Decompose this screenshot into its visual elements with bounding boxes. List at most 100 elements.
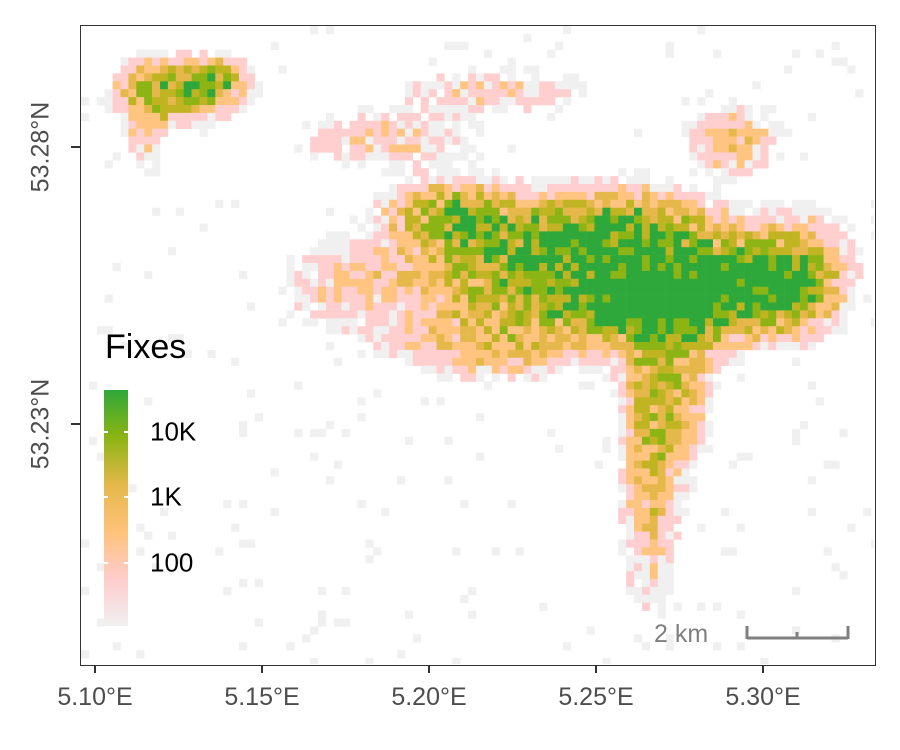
heat-cell bbox=[626, 334, 635, 343]
heat-cell bbox=[160, 49, 169, 58]
heat-cell bbox=[792, 49, 801, 58]
heat-cell bbox=[523, 199, 532, 208]
heat-cell bbox=[444, 128, 453, 137]
heat-cell bbox=[515, 278, 524, 287]
heat-cell bbox=[531, 215, 540, 224]
heat-cell bbox=[634, 349, 643, 359]
heat-cell bbox=[397, 255, 406, 264]
heat-cell bbox=[341, 263, 350, 272]
heat-cell bbox=[381, 349, 390, 359]
heat-cell bbox=[705, 294, 714, 303]
heat-cell bbox=[792, 270, 801, 280]
heat-cell bbox=[649, 239, 658, 248]
heat-cell bbox=[681, 286, 690, 295]
heat-cell bbox=[689, 302, 698, 311]
heat-cell bbox=[144, 57, 153, 66]
heat-cell bbox=[728, 270, 737, 280]
heat-cell bbox=[167, 105, 177, 114]
heat-cell bbox=[428, 199, 437, 208]
heat-cell bbox=[104, 89, 113, 98]
heat-cell bbox=[681, 405, 690, 414]
heat-cell bbox=[460, 81, 469, 90]
heat-cell bbox=[468, 586, 477, 596]
heat-cell bbox=[626, 389, 635, 398]
heat-cell bbox=[823, 302, 832, 311]
heat-cell bbox=[618, 381, 627, 390]
heat-cell bbox=[88, 436, 98, 445]
heat-cell bbox=[357, 120, 366, 129]
heat-cell bbox=[578, 207, 587, 216]
heat-cell bbox=[357, 239, 366, 248]
heat-cell bbox=[365, 136, 374, 145]
heat-cell bbox=[436, 294, 445, 303]
heat-cell bbox=[523, 191, 532, 201]
heat-cell bbox=[302, 278, 311, 287]
heat-cell bbox=[294, 294, 303, 303]
heat-cell bbox=[768, 247, 777, 256]
heat-cell bbox=[515, 81, 524, 90]
heat-cell bbox=[412, 326, 421, 335]
heat-cell bbox=[397, 168, 406, 177]
heat-cell bbox=[610, 247, 619, 256]
heat-cell bbox=[152, 128, 161, 137]
heat-cell bbox=[476, 128, 485, 137]
heat-cell bbox=[681, 97, 690, 106]
heat-cell bbox=[641, 413, 651, 422]
heat-cell bbox=[728, 349, 737, 359]
heat-cell bbox=[586, 357, 595, 366]
heat-cell bbox=[720, 318, 730, 327]
heat-cell bbox=[373, 199, 382, 208]
heat-cell bbox=[807, 381, 816, 390]
heat-cell bbox=[681, 389, 690, 398]
heat-cell bbox=[641, 294, 651, 303]
heat-cell bbox=[705, 239, 714, 248]
heat-cell bbox=[223, 112, 232, 122]
heat-cell bbox=[562, 81, 572, 90]
heat-cell bbox=[397, 160, 406, 169]
heat-cell bbox=[657, 460, 666, 469]
heat-cell bbox=[634, 563, 643, 572]
heat-cell bbox=[357, 349, 366, 359]
heat-cell bbox=[681, 452, 690, 461]
heat-cell bbox=[634, 421, 643, 430]
heat-cell bbox=[697, 365, 706, 374]
heat-cell bbox=[618, 405, 627, 414]
heat-cell bbox=[444, 191, 453, 201]
heat-cell bbox=[246, 73, 256, 82]
heat-cell bbox=[310, 247, 319, 256]
heat-cell bbox=[720, 247, 730, 256]
heat-cell bbox=[649, 270, 658, 280]
heat-cell bbox=[294, 286, 303, 295]
heat-cell bbox=[404, 278, 414, 287]
heat-cell bbox=[436, 144, 445, 153]
heat-cell bbox=[191, 89, 200, 98]
heat-cell bbox=[649, 310, 658, 319]
heat-cell bbox=[626, 421, 635, 430]
heat-cell bbox=[436, 223, 445, 232]
heat-cell bbox=[618, 547, 627, 556]
heat-cell bbox=[792, 310, 801, 319]
legend-label-100: 100 bbox=[150, 547, 194, 578]
heat-cell bbox=[665, 184, 674, 193]
heat-cell bbox=[531, 199, 540, 208]
heat-cell bbox=[586, 207, 595, 216]
heat-cell bbox=[104, 326, 113, 335]
heat-cell bbox=[420, 255, 429, 264]
heat-cell bbox=[760, 310, 769, 319]
heat-cell bbox=[555, 215, 564, 224]
heat-cell bbox=[120, 342, 129, 351]
heat-cell bbox=[728, 176, 737, 185]
heat-cell bbox=[602, 191, 611, 201]
heat-cell bbox=[689, 310, 698, 319]
heat-cell bbox=[713, 642, 722, 651]
heat-cell bbox=[634, 389, 643, 398]
heat-cell bbox=[673, 515, 682, 524]
heat-cell bbox=[539, 191, 548, 201]
heat-cell bbox=[641, 176, 651, 185]
heat-cell bbox=[562, 247, 572, 256]
heat-cell bbox=[539, 278, 548, 287]
heat-cell bbox=[689, 120, 698, 129]
heat-cell bbox=[239, 270, 248, 280]
heat-cell bbox=[412, 310, 421, 319]
heat-cell bbox=[871, 231, 874, 240]
